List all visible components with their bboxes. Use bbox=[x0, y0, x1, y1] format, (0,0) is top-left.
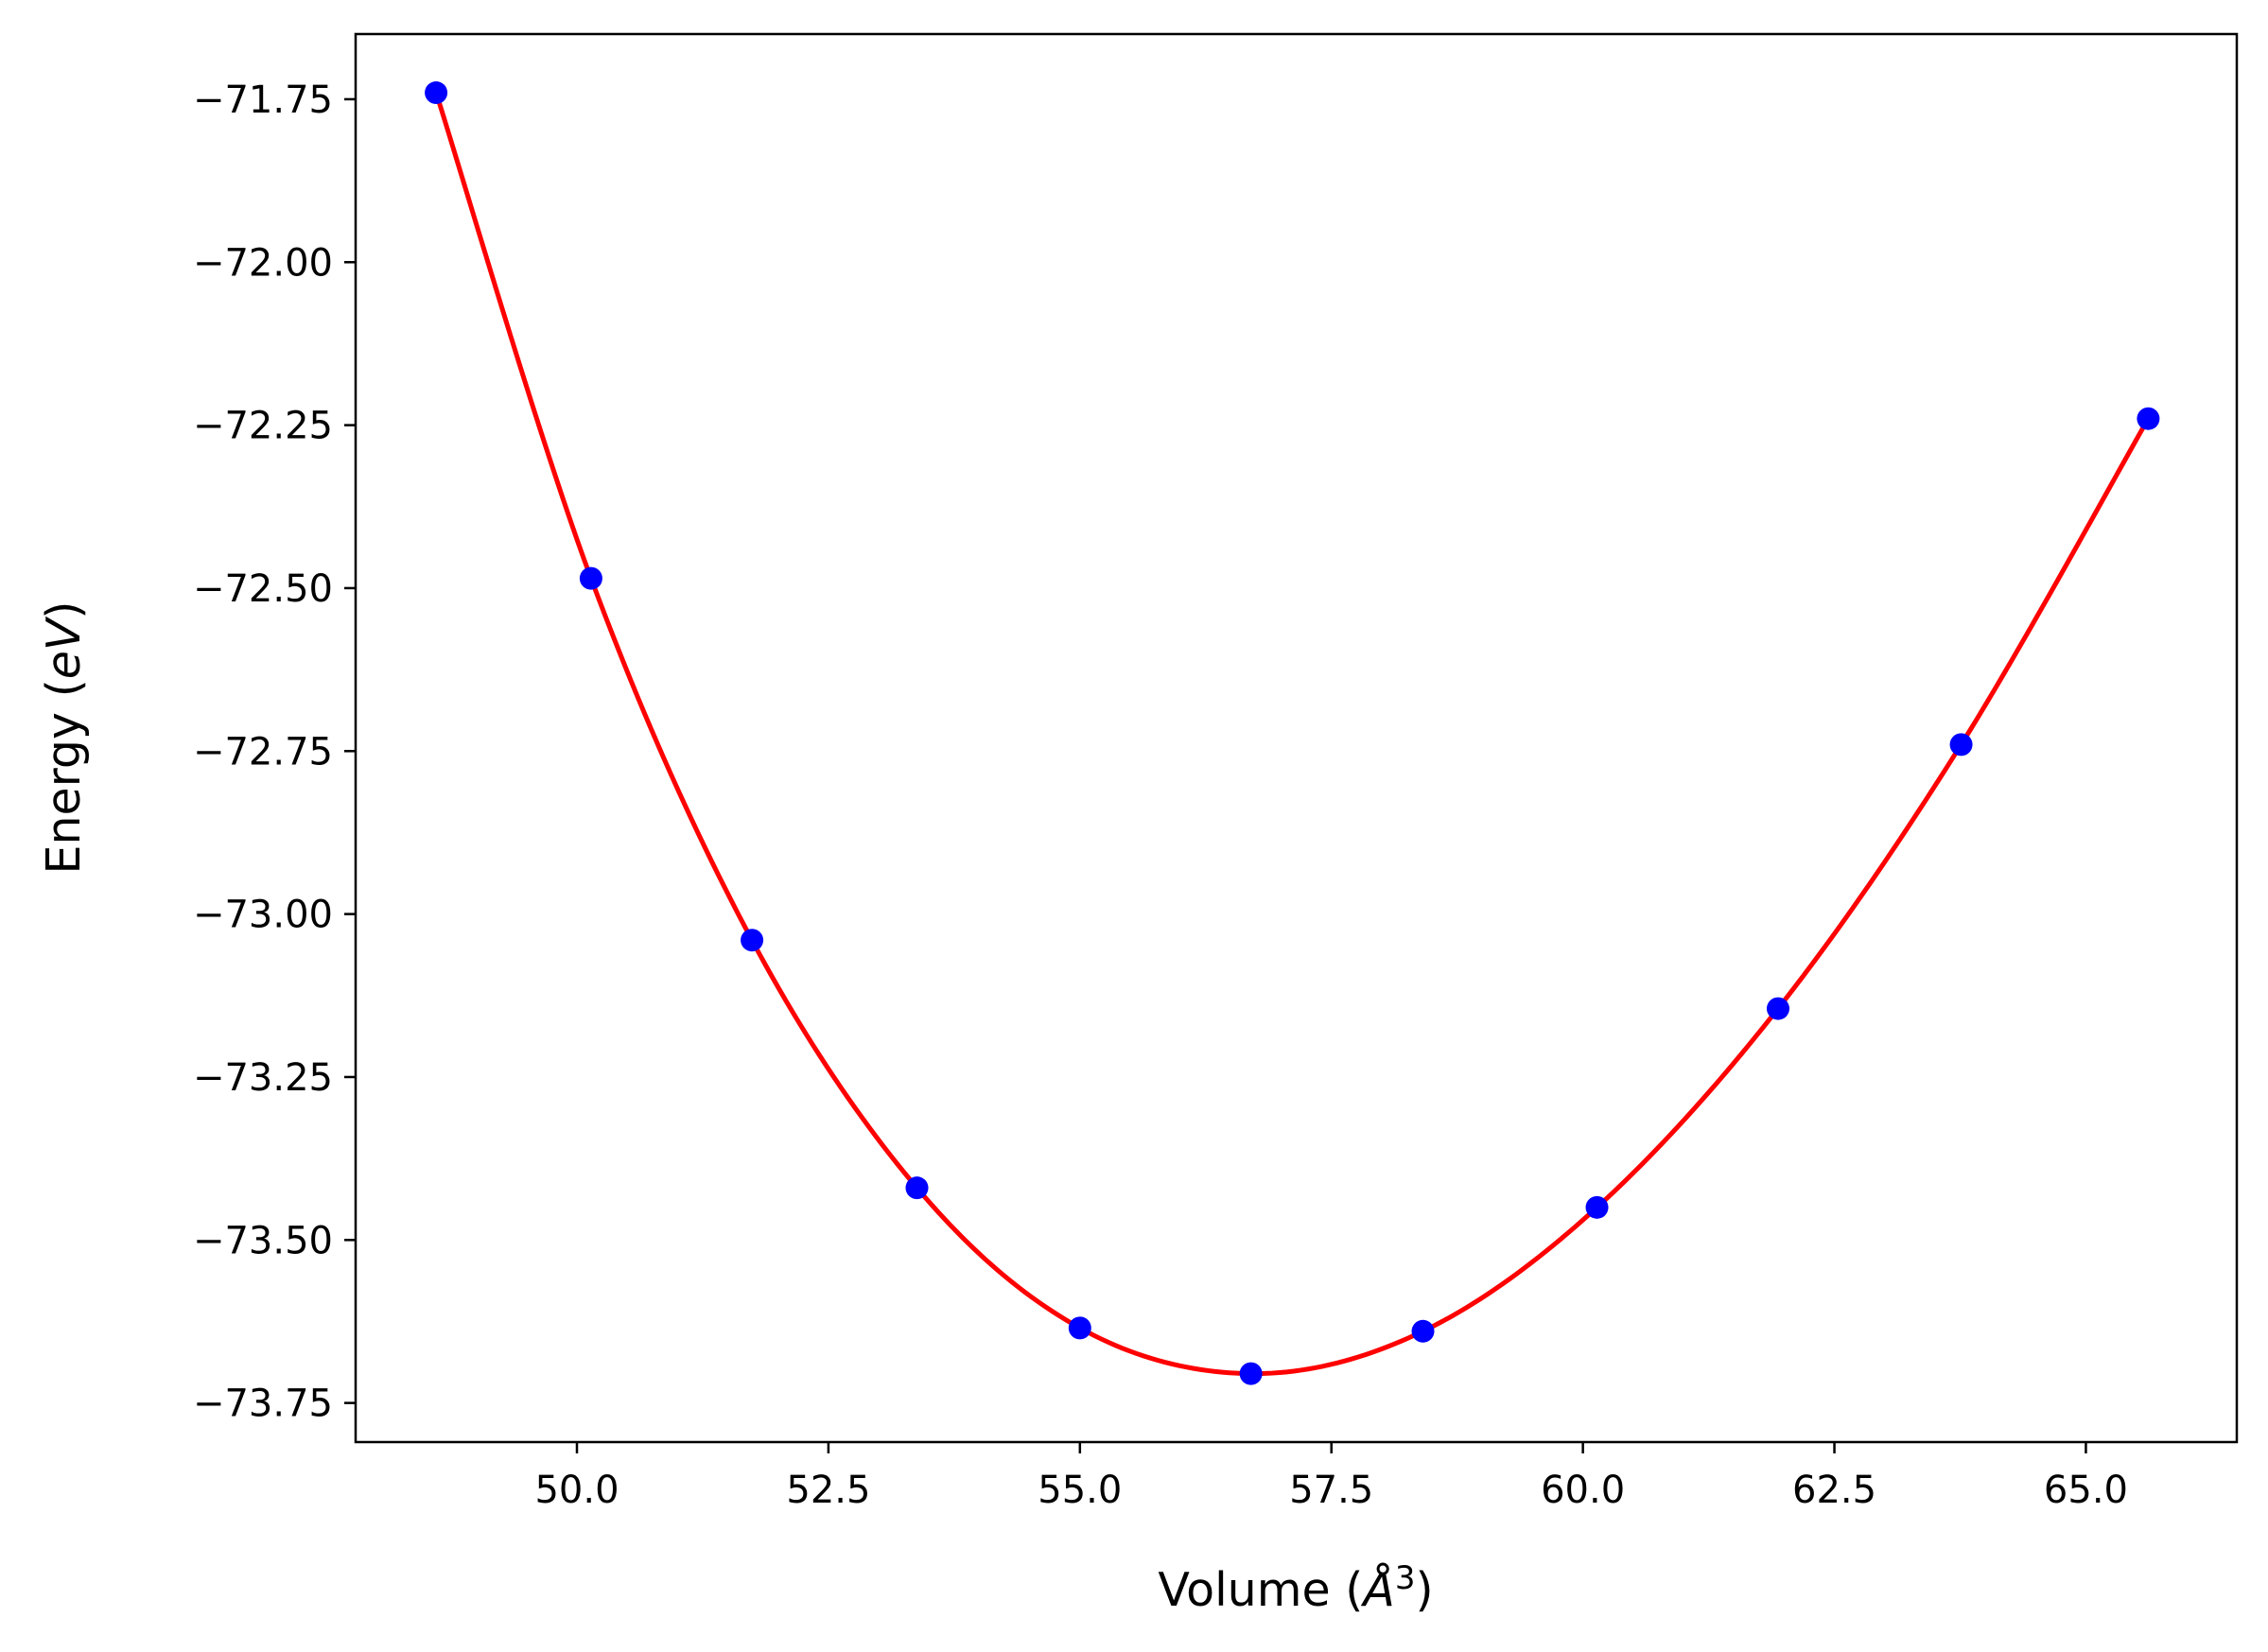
y-tick-label: −73.75 bbox=[193, 1382, 333, 1426]
y-tick-label: −73.25 bbox=[193, 1056, 333, 1100]
y-tick-label: −73.50 bbox=[193, 1219, 333, 1262]
y-tick-label: −72.50 bbox=[193, 567, 333, 611]
y-tick-label: −72.25 bbox=[193, 405, 333, 448]
plot-area bbox=[425, 81, 2160, 1385]
data-point bbox=[579, 566, 602, 590]
axis-ticks: 50.0 52.5 55.0 57.5 60.0 62.5 65.0 −71.75 −72.00… bbox=[193, 78, 2128, 1512]
data-point bbox=[1239, 1362, 1263, 1385]
y-tick-label: −72.00 bbox=[193, 241, 333, 285]
axes-frame bbox=[354, 32, 2239, 1444]
x-tick-label: 52.5 bbox=[786, 1469, 870, 1512]
x-tick-label: 57.5 bbox=[1289, 1469, 1373, 1512]
x-tick-label: 55.0 bbox=[1038, 1469, 1122, 1512]
data-point bbox=[1766, 997, 1789, 1020]
data-point bbox=[905, 1176, 929, 1200]
data-point bbox=[425, 81, 448, 105]
x-tick-label: 62.5 bbox=[1792, 1469, 1876, 1512]
x-axis-label: Volume (Å3) bbox=[1158, 1559, 1433, 1617]
data-point bbox=[1411, 1319, 1435, 1343]
y-tick-label: −71.75 bbox=[193, 78, 333, 122]
y-tick-label: −72.75 bbox=[193, 730, 333, 774]
x-tick-label: 50.0 bbox=[534, 1469, 619, 1512]
x-tick-label: 60.0 bbox=[1541, 1469, 1625, 1512]
data-point bbox=[1585, 1195, 1609, 1219]
data-point bbox=[2137, 407, 2160, 430]
data-point bbox=[741, 929, 764, 952]
y-tick-label: −73.00 bbox=[193, 894, 333, 937]
data-point bbox=[1949, 733, 1973, 756]
x-tick-label: 65.0 bbox=[2044, 1469, 2128, 1512]
y-axis-label: Energy (eV) bbox=[37, 600, 91, 874]
data-point bbox=[1068, 1316, 1091, 1340]
